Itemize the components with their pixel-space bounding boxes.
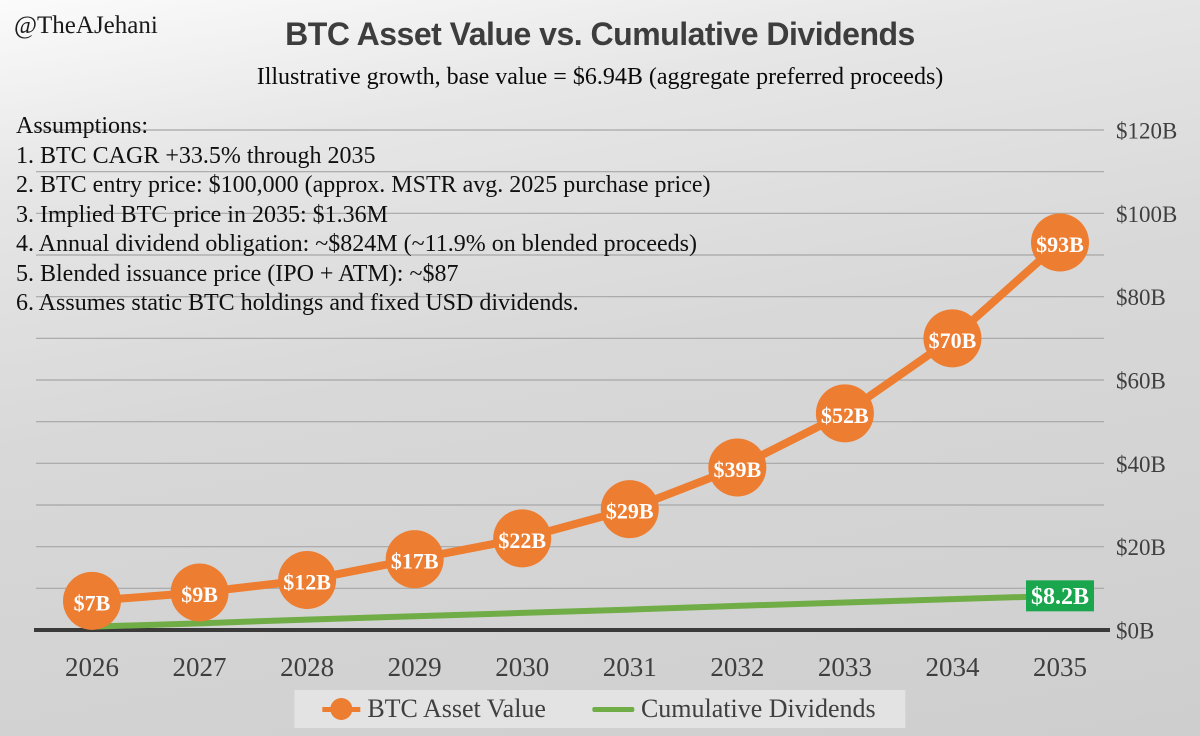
data-point-label: $93B	[1036, 232, 1084, 257]
btc-legend-marker-icon	[322, 697, 361, 721]
legend-item-btc: BTC Asset Value	[322, 694, 546, 724]
y-axis-tick-label: $80B	[1116, 285, 1166, 310]
x-axis-tick-label: 2031	[603, 652, 657, 682]
data-point-marker	[923, 309, 982, 368]
y-axis-tick-label: $60B	[1116, 369, 1166, 394]
btc-line	[91, 239, 1063, 605]
y-axis-tick-label: $0B	[1116, 619, 1154, 644]
x-axis-tick-label: 2034	[925, 652, 980, 682]
data-point-label: $22B	[498, 528, 546, 553]
y-axis-tick-label: $100B	[1116, 202, 1177, 227]
dividends-legend-marker-icon	[591, 706, 634, 712]
x-axis-tick-label: 2032	[710, 652, 764, 682]
x-axis-tick-label: 2033	[818, 652, 872, 682]
dividends-end-label: $8.2B	[1031, 584, 1089, 610]
dividends-line	[89, 592, 1063, 630]
legend-label: Cumulative Dividends	[640, 694, 876, 723]
dividends-end-label-box	[1026, 580, 1094, 612]
data-point-label: $52B	[821, 403, 869, 428]
x-axis-tick-label: 2027	[173, 652, 227, 682]
data-point-marker	[493, 509, 552, 568]
data-point-marker	[385, 530, 444, 589]
x-axis-tick-label: 2026	[65, 652, 119, 682]
data-point-label: $7B	[74, 590, 111, 615]
assumption-item: 5. Blended issuance price (IPO + ATM): ~…	[16, 260, 459, 287]
data-point-label: $9B	[181, 582, 218, 607]
assumptions-block: Assumptions: 1. BTC CAGR +33.5% through …	[16, 112, 711, 319]
chart-legend: BTC Asset Value Cumulative Dividends	[294, 690, 906, 728]
x-axis-tick-label: 2035	[1033, 652, 1087, 682]
assumption-item: 3. Implied BTC price in 2035: $1.36M	[16, 201, 388, 228]
assumption-item: 1. BTC CAGR +33.5% through 2035	[16, 142, 376, 169]
y-axis-tick-label: $20B	[1116, 535, 1166, 560]
data-point-marker	[63, 571, 121, 630]
assumption-item: 2. BTC entry price: $100,000 (approx. MS…	[16, 172, 711, 198]
data-point-marker	[600, 480, 659, 539]
data-point-marker	[708, 438, 767, 497]
legend-item-dividends: Cumulative Dividends	[591, 694, 876, 724]
data-point-label: $70B	[929, 328, 977, 353]
chart-title: BTC Asset Value vs. Cumulative Dividends	[285, 16, 915, 52]
data-point-marker	[815, 384, 874, 443]
data-point-label: $29B	[606, 499, 654, 524]
data-point-label: $17B	[391, 549, 439, 574]
assumption-item: 6. Assumes static BTC holdings and fixed…	[16, 290, 579, 316]
data-point-marker	[170, 563, 229, 622]
assumptions-heading: Assumptions:	[16, 113, 149, 139]
x-axis-tick-label: 2028	[280, 652, 334, 682]
data-point-marker	[278, 551, 337, 609]
legend-label: BTC Asset Value	[367, 694, 546, 723]
data-point-label: $39B	[713, 457, 761, 482]
y-axis-tick-label: $120B	[1116, 119, 1177, 144]
watermark: @TheAJehani	[14, 12, 158, 39]
x-axis-tick-label: 2030	[495, 652, 549, 682]
y-axis-tick-label: $40B	[1116, 452, 1166, 477]
data-point-marker	[1031, 213, 1089, 272]
assumption-item: 4. Annual dividend obligation: ~$824M (~…	[16, 231, 697, 257]
x-axis-tick-label: 2029	[388, 652, 442, 682]
chart-subtitle: Illustrative growth, base value = $6.94B…	[256, 64, 944, 90]
data-point-label: $12B	[283, 570, 331, 595]
